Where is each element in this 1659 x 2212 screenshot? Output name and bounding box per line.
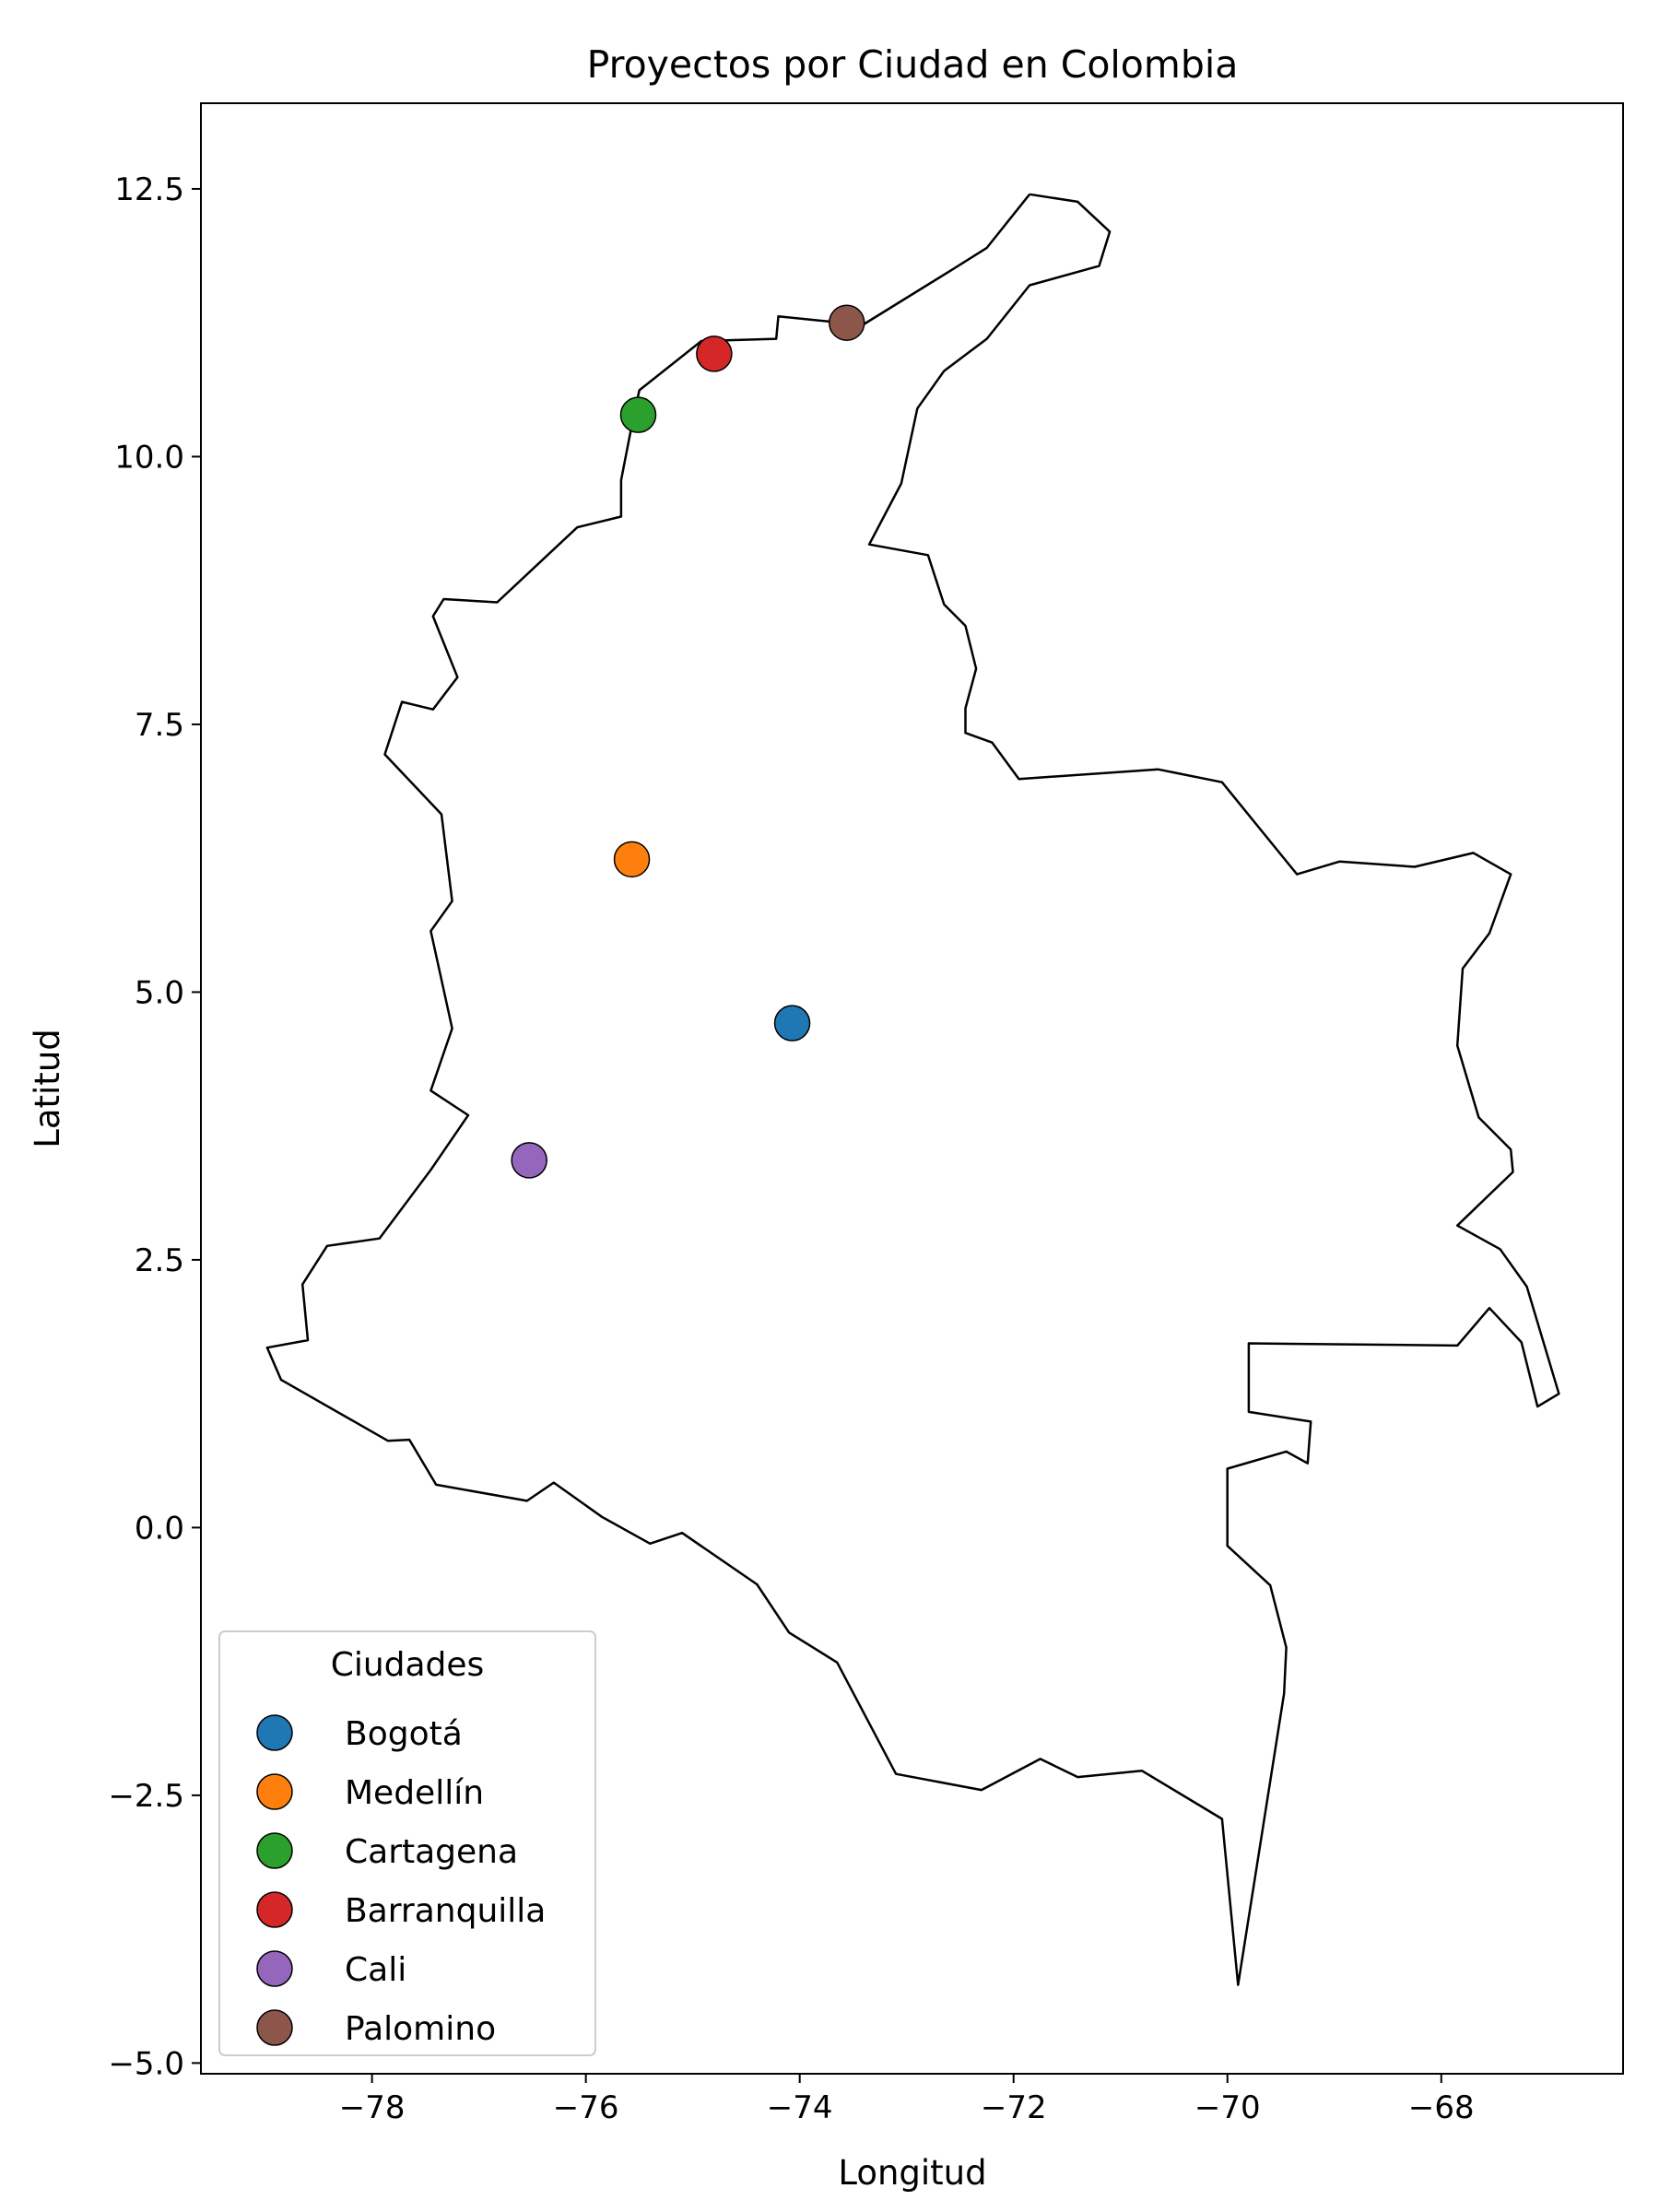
- city-point-3: [696, 335, 733, 372]
- legend-label: Cali: [345, 1951, 406, 1989]
- legend-label: Bogotá: [345, 1715, 463, 1753]
- city-point-2: [619, 396, 657, 433]
- legend-marker: [256, 1891, 293, 1928]
- plot-area: [265, 193, 1560, 1986]
- x-tick-label: −68: [1408, 2089, 1475, 2126]
- y-axis: 12.5 10.0 7.5 5.0 2.5 0.0 −2.5 −5.0: [108, 171, 201, 2082]
- legend-label: Cartagena: [345, 1833, 518, 1871]
- y-tick-label: 0.0: [135, 1510, 184, 1547]
- city-point-4: [511, 1142, 547, 1179]
- y-tick-label: 10.0: [114, 439, 184, 476]
- city-point-5: [828, 304, 865, 341]
- legend-title: Ciudades: [331, 1646, 485, 1684]
- legend-items: Bogotá Medellín Cartagena Barranquilla Cali P…: [256, 1714, 546, 2048]
- legend-label: Medellín: [345, 1774, 484, 1812]
- y-tick-label: 2.5: [135, 1242, 184, 1279]
- city-point-0: [773, 1005, 811, 1041]
- legend-marker: [256, 1773, 293, 1810]
- chart-title: Proyectos por Ciudad en Colombia: [587, 42, 1239, 87]
- y-tick-label: 7.5: [135, 707, 184, 744]
- legend-marker: [256, 1832, 293, 1869]
- y-axis-label: Latitud: [28, 1029, 67, 1148]
- city-point-1: [613, 841, 651, 878]
- x-axis: −78 −76 −74 −72 −70 −68: [339, 2074, 1475, 2126]
- legend-marker: [256, 1950, 293, 1987]
- legend-marker: [256, 2009, 293, 2046]
- axes-frame: [200, 102, 1624, 2075]
- legend: Ciudades Bogotá Medellín Cartagena Barranqu…: [218, 1630, 596, 2056]
- y-tick-label: −2.5: [108, 1778, 184, 1815]
- x-tick-label: −78: [339, 2089, 406, 2126]
- colombia-outline: [265, 193, 1560, 1986]
- x-tick-label: −72: [981, 2089, 1047, 2126]
- x-axis-label: Longitud: [838, 2153, 986, 2193]
- y-tick-label: 5.0: [135, 974, 184, 1011]
- legend-label: Barranquilla: [345, 1892, 546, 1930]
- x-tick-label: −76: [553, 2089, 619, 2126]
- y-tick-label: 12.5: [114, 171, 184, 208]
- x-tick-label: −74: [767, 2089, 833, 2126]
- y-tick-label: −5.0: [108, 2045, 184, 2082]
- legend-box: [218, 1630, 596, 2056]
- x-tick-label: −70: [1194, 2089, 1261, 2126]
- legend-label: Palomino: [345, 2010, 496, 2048]
- legend-marker: [256, 1714, 293, 1751]
